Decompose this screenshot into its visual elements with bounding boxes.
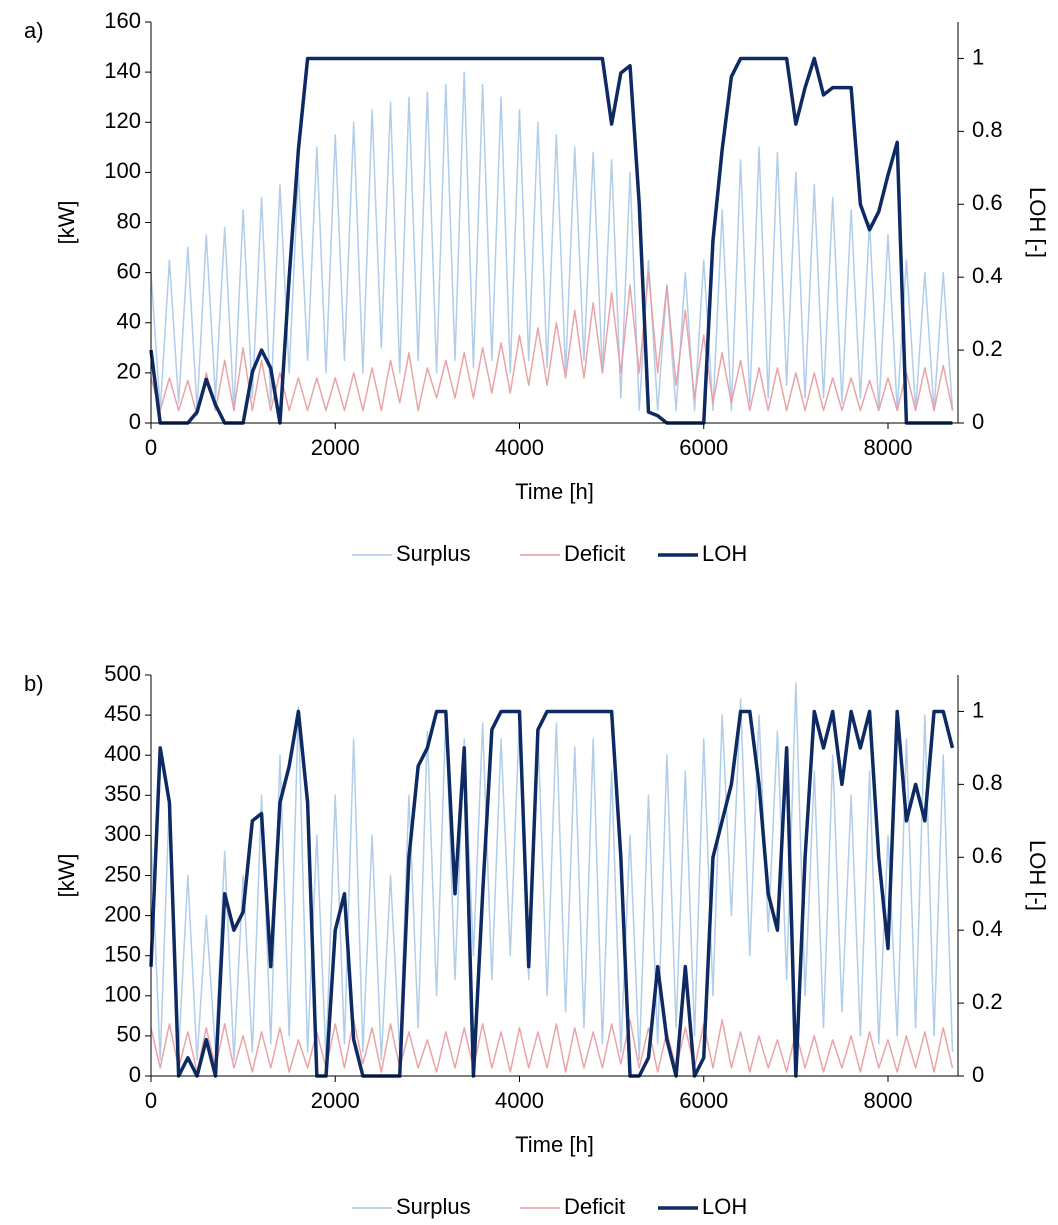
legend-label: Deficit [564,1194,625,1219]
y2-tick-label: 0.6 [972,190,1003,215]
y-tick-label: 80 [117,208,141,233]
y2-tick-label: 0 [972,1062,984,1087]
y2-tick-label: 0 [972,409,984,434]
y-tick-label: 150 [104,942,141,967]
y-tick-label: 140 [104,58,141,83]
x-tick-label: 2000 [311,1088,360,1113]
series-line [150,71,954,412]
series-line [150,682,954,1061]
legend-label: LOH [702,541,747,566]
x-tick-label: 6000 [679,1088,728,1113]
series-line [149,56,953,425]
x-tick-label: 0 [145,1088,157,1113]
y-tick-label: 100 [104,982,141,1007]
x-tick-label: 6000 [679,435,728,460]
y-axis-label: [kW] [54,201,79,245]
x-tick-label: 0 [145,435,157,460]
y-tick-label: 60 [117,258,141,283]
x-axis-label: Time [h] [515,1132,594,1157]
y-tick-label: 160 [104,8,141,33]
y-tick-label: 500 [104,661,141,686]
y-tick-label: 350 [104,781,141,806]
y-tick-label: 450 [104,701,141,726]
y2-tick-label: 0.6 [972,843,1003,868]
series-line [149,709,955,1078]
y-tick-label: 120 [104,108,141,133]
y2-axis-label: LOH [-] [1025,840,1050,911]
y-tick-label: 50 [117,1022,141,1047]
x-tick-label: 8000 [864,1088,913,1113]
y2-tick-label: 0.8 [972,770,1003,795]
legend-label: Surplus [396,541,471,566]
y-tick-label: 200 [104,901,141,926]
y2-tick-label: 0.2 [972,336,1003,361]
y-tick-label: 100 [104,158,141,183]
y-tick-label: 20 [117,359,141,384]
x-tick-label: 8000 [864,435,913,460]
y2-tick-label: 0.8 [972,117,1003,142]
x-tick-label: 4000 [495,1088,544,1113]
y-tick-label: 40 [117,309,141,334]
panel-label: b) [24,671,44,696]
y2-tick-label: 1 [972,44,984,69]
y2-tick-label: 1 [972,697,984,722]
x-tick-label: 4000 [495,435,544,460]
y2-tick-label: 0.4 [972,263,1003,288]
y2-axis-label: LOH [-] [1025,187,1050,258]
y-tick-label: 250 [104,861,141,886]
y2-tick-label: 0.2 [972,989,1003,1014]
series-line [150,1019,954,1073]
y-tick-label: 0 [129,1062,141,1087]
legend-label: Surplus [396,1194,471,1219]
x-tick-label: 2000 [311,435,360,460]
y-tick-label: 400 [104,741,141,766]
legend-label: Deficit [564,541,625,566]
x-axis-label: Time [h] [515,479,594,504]
y2-tick-label: 0.4 [972,916,1003,941]
y-tick-label: 0 [129,409,141,434]
y-axis-label: [kW] [54,854,79,898]
panel-label: a) [24,18,44,43]
y-tick-label: 300 [104,821,141,846]
legend-label: LOH [702,1194,747,1219]
series-line [150,271,954,417]
